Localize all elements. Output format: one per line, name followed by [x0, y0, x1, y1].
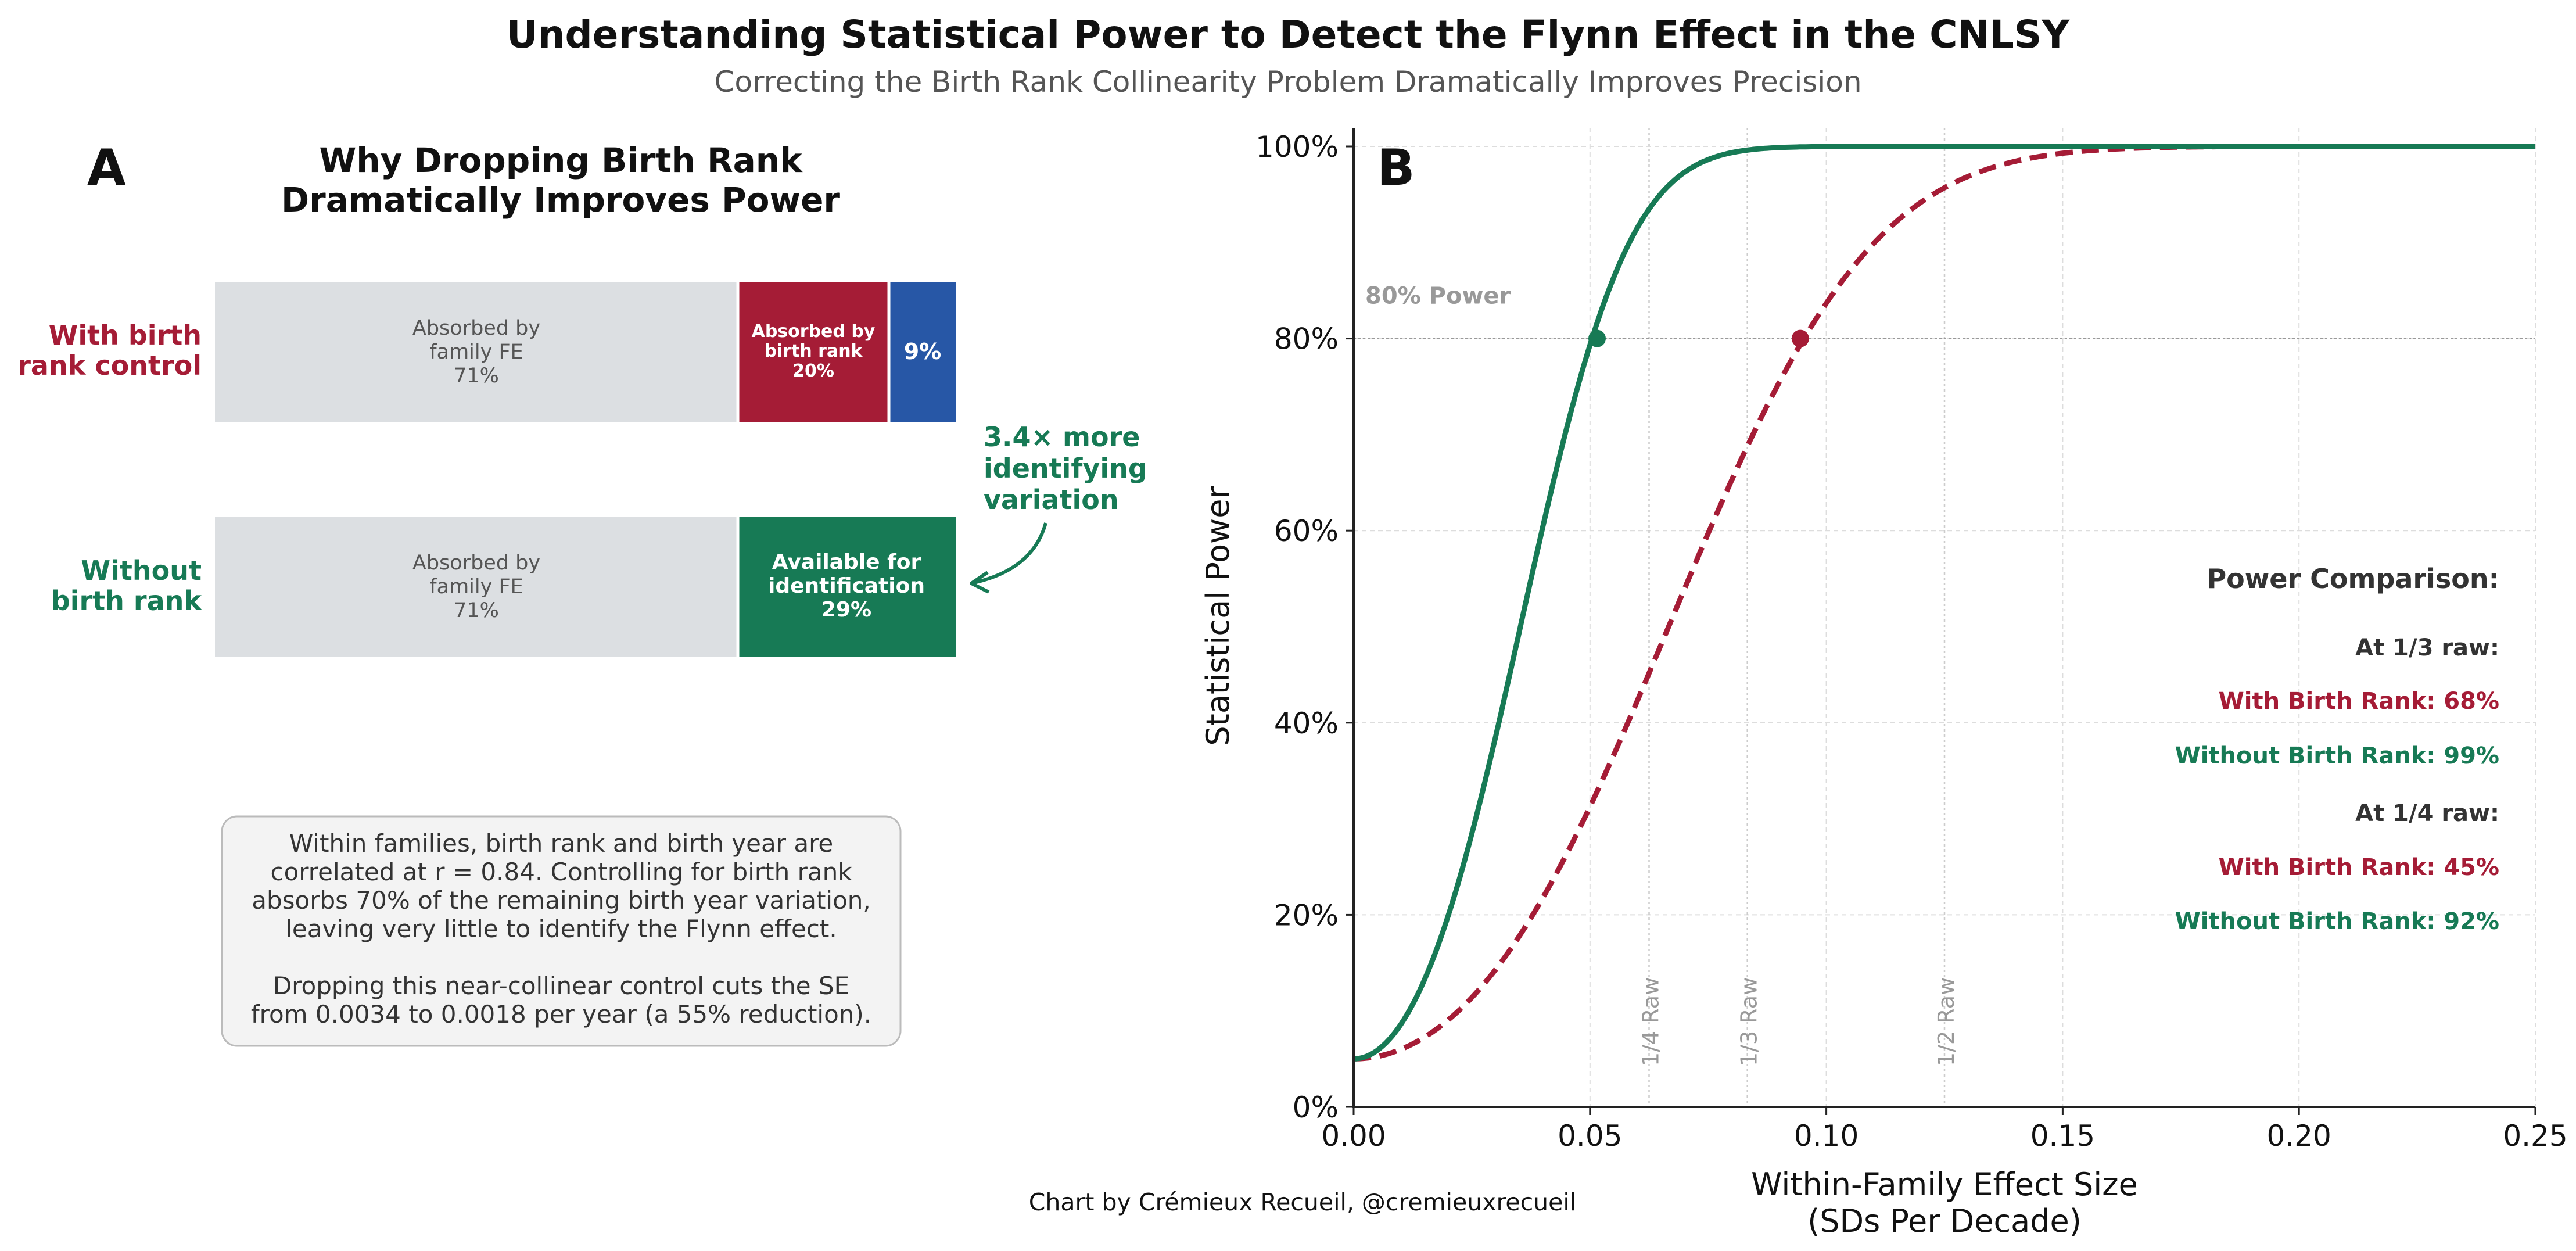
bar-without-family-fe — [215, 517, 738, 657]
panel-a-letter: A — [87, 139, 126, 197]
power-80-label: 80% Power — [1365, 283, 1511, 310]
legend-without-value: Without Birth Rank: 99% — [2175, 743, 2499, 769]
row1-label-line2: rank control — [17, 350, 202, 381]
note-line: from 0.0034 to 0.0018 per year (a 55% re… — [251, 1000, 871, 1028]
x-tick-label: 0.05 — [1558, 1119, 1622, 1153]
seg-label-line: 71% — [454, 599, 499, 622]
panel-b-letter: B — [1377, 139, 1415, 197]
legend-with-value: With Birth Rank: 45% — [2219, 854, 2499, 881]
mde-point-without-birth-rank — [1588, 329, 1606, 347]
row2-label-line2: birth rank — [51, 585, 203, 616]
annotation-line: identifying — [984, 453, 1147, 484]
x-tick-label: 0.20 — [2267, 1119, 2331, 1153]
curve-with-birth-rank — [1353, 144, 2535, 1062]
note-line: leaving very little to identify the Flyn… — [285, 915, 837, 943]
annotation-line: 3.4× more — [984, 421, 1140, 453]
row1-label-line1: With birth — [49, 320, 202, 351]
seg-label-line: 9% — [904, 339, 942, 364]
legend-title: Power Comparison: — [2207, 563, 2499, 594]
legend-group-header: At 1/4 raw: — [2355, 800, 2499, 827]
seg-label-line: family FE — [429, 340, 523, 364]
reference-line-label: 1/2 Raw — [1933, 977, 1959, 1066]
y-tick-label: 60% — [1274, 514, 1339, 548]
y-ticks: 0% 20% 40% 60% 80% 100% — [1255, 130, 1354, 1124]
seg-label-line: Available for — [772, 550, 921, 574]
y-tick-label: 0% — [1293, 1091, 1339, 1124]
seg-label-line: 29% — [821, 598, 871, 622]
x-tick-label: 0.15 — [2030, 1119, 2095, 1153]
note-line: Within families, birth rank and birth ye… — [289, 829, 834, 858]
legend-with-value: With Birth Rank: 68% — [2219, 688, 2499, 715]
y-tick-label: 100% — [1255, 130, 1339, 164]
x-tick-label: 0.00 — [1321, 1119, 1386, 1153]
seg-label-line: identification — [768, 574, 925, 598]
note-box — [221, 815, 902, 1047]
note-line: Dropping this near-collinear control cut… — [273, 972, 849, 1000]
x-axis-label-line2: (SDs Per Decade) — [1807, 1203, 2082, 1239]
reference-lines: 1/4 Raw 1/3 Raw 1/2 Raw — [1638, 128, 1959, 1107]
y-tick-label: 80% — [1274, 322, 1339, 356]
x-axis-label-line1: Within-Family Effect Size — [1751, 1166, 2138, 1203]
note-line: correlated at r = 0.84. Controlling for … — [270, 858, 852, 886]
y-tick-label: 40% — [1274, 707, 1339, 740]
seg-label-line: 71% — [454, 364, 499, 388]
panel-a-title-line2: Dramatically Improves Power — [281, 180, 840, 220]
x-ticks: 0.00 0.05 0.10 0.15 0.20 0.25 — [1321, 1107, 2568, 1153]
chart-credit: Chart by Crémieux Recueil, @cremieuxrecu… — [1029, 1188, 1576, 1216]
seg-label-line: 20% — [792, 361, 834, 381]
figure-title: Understanding Statistical Power to Detec… — [507, 12, 2070, 57]
y-axis-label: Statistical Power — [1200, 486, 1236, 746]
mde-point-with-birth-rank — [1791, 329, 1809, 347]
x-tick-label: 0.25 — [2503, 1119, 2567, 1153]
legend-without-value: Without Birth Rank: 92% — [2175, 908, 2499, 935]
legend-group-header: At 1/3 raw: — [2355, 635, 2499, 661]
panel-a: A Why Dropping Birth Rank Dramatically I… — [17, 139, 1147, 1047]
annotation-arrow — [973, 522, 1047, 585]
annotation-line: variation — [984, 484, 1119, 515]
row2-label-line1: Without — [81, 555, 202, 586]
panel-b: 1/4 Raw 1/3 Raw 1/2 Raw 80% Power 0.00 0.05… — [1200, 128, 2568, 1239]
seg-label-line: birth rank — [764, 341, 863, 361]
bar-without-available — [738, 517, 956, 657]
panel-a-title-line1: Why Dropping Birth Rank — [319, 141, 803, 180]
seg-label-line: family FE — [429, 575, 523, 598]
note-line: absorbs 70% of the remaining birth year … — [252, 886, 871, 915]
seg-label-line: Absorbed by — [412, 551, 540, 575]
bar-with-remaining — [889, 282, 956, 422]
curve-without-birth-rank — [1353, 144, 2535, 1062]
bar-with-birth-rank — [738, 282, 889, 422]
reference-line-label: 1/4 Raw — [1638, 977, 1664, 1066]
seg-label-line: Absorbed by — [752, 321, 876, 342]
reference-line-label: 1/3 Raw — [1737, 977, 1762, 1066]
figure-subtitle: Correcting the Birth Rank Collinearity P… — [714, 65, 1861, 99]
seg-label-line: Absorbed by — [412, 317, 540, 340]
y-tick-label: 20% — [1274, 898, 1339, 932]
bar-with-family-fe — [215, 282, 738, 422]
x-tick-label: 0.10 — [1794, 1119, 1859, 1153]
